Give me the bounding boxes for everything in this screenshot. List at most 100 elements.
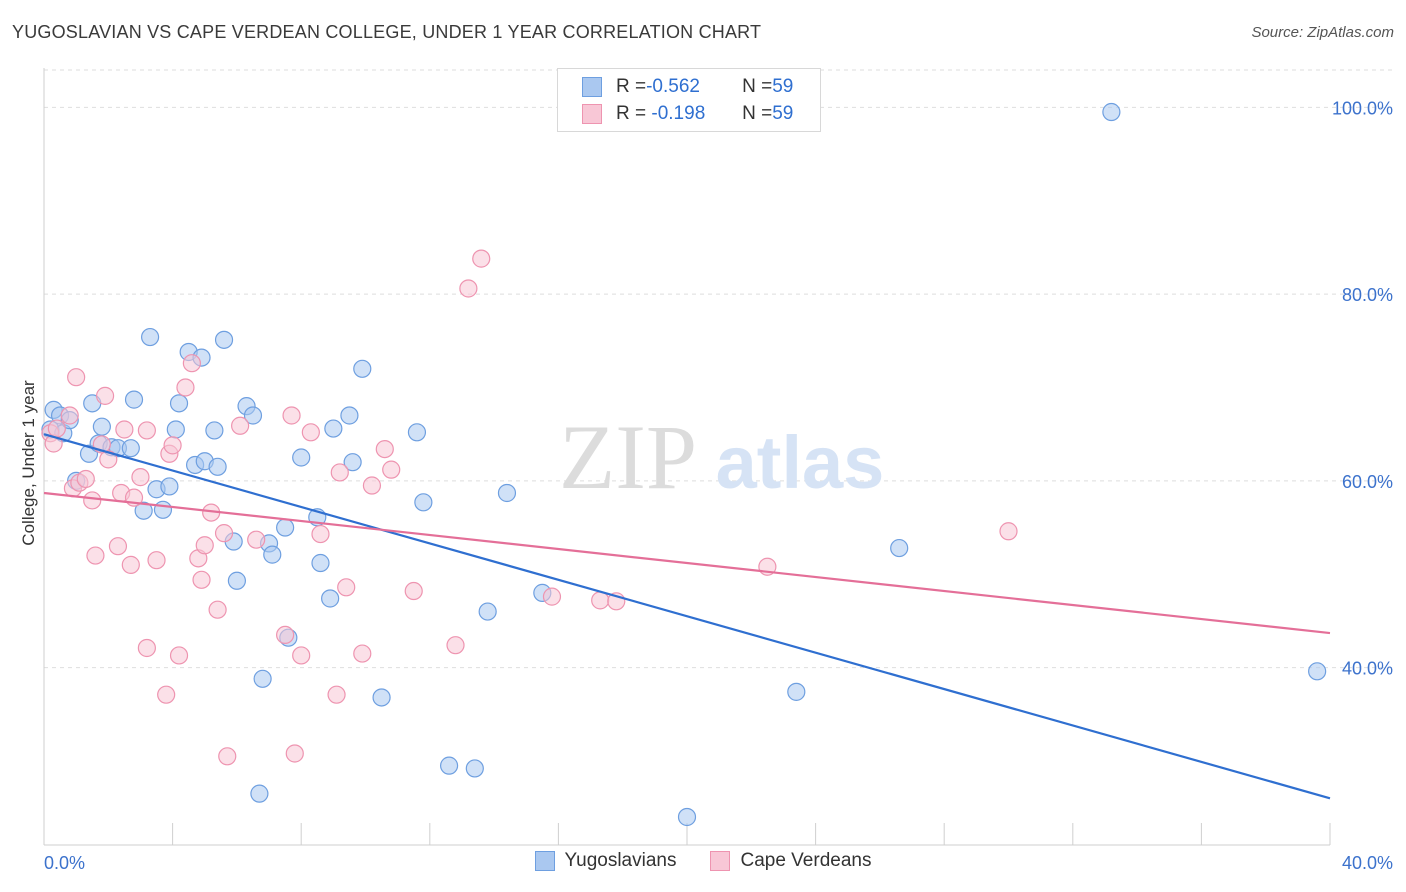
point-cape-verdeans bbox=[121, 555, 140, 574]
legend-swatch-yugoslavians bbox=[534, 851, 555, 871]
legend-swatch-cape-verdeans bbox=[710, 851, 731, 871]
point-yugoslavians bbox=[407, 423, 427, 442]
point-cape-verdeans bbox=[285, 744, 304, 763]
point-cape-verdeans bbox=[137, 638, 156, 658]
point-cape-verdeans bbox=[208, 600, 227, 619]
point-yugoslavians bbox=[439, 756, 459, 775]
point-cape-verdeans bbox=[60, 406, 79, 425]
gridlines bbox=[44, 69, 1392, 669]
y-axis-label: College, Under 1 year bbox=[19, 380, 38, 546]
point-cape-verdeans bbox=[282, 406, 301, 425]
point-yugoslavians bbox=[321, 589, 340, 608]
point-cape-verdeans bbox=[375, 439, 394, 459]
stats-swatch-cape-verdeans bbox=[582, 104, 602, 124]
point-cape-verdeans bbox=[292, 646, 311, 665]
point-yugoslavians bbox=[92, 417, 111, 436]
trend-lines bbox=[43, 433, 1331, 800]
point-cape-verdeans bbox=[404, 581, 423, 601]
point-yugoslavians bbox=[243, 406, 263, 425]
point-yugoslavians bbox=[205, 421, 224, 440]
y-tick-label: 40.0% bbox=[1342, 659, 1393, 679]
n-label: N = bbox=[742, 103, 773, 124]
point-cape-verdeans bbox=[301, 423, 320, 442]
watermark: ZIP atlas bbox=[559, 406, 884, 508]
point-yugoslavians bbox=[153, 500, 173, 519]
chart-legend: Yugoslavians Cape Verdeans bbox=[0, 850, 1406, 872]
stats-swatch-yugoslavians bbox=[582, 77, 602, 97]
n-value: 59 bbox=[772, 103, 794, 124]
point-yugoslavians bbox=[134, 501, 153, 520]
point-cape-verdeans bbox=[330, 463, 349, 482]
point-cape-verdeans bbox=[214, 524, 234, 543]
point-cape-verdeans bbox=[67, 368, 86, 387]
point-cape-verdeans bbox=[147, 551, 166, 570]
chart-title: YUGOSLAVIAN VS CAPE VERDEAN COLLEGE, UND… bbox=[12, 22, 762, 42]
trend-line-cape-verdeans bbox=[43, 491, 1331, 635]
point-yugoslavians bbox=[250, 784, 269, 803]
point-yugoslavians bbox=[292, 448, 311, 467]
y-tick-label: 80.0% bbox=[1342, 285, 1393, 305]
point-yugoslavians bbox=[227, 571, 246, 590]
point-yugoslavians bbox=[677, 807, 697, 827]
point-cape-verdeans bbox=[276, 625, 295, 645]
point-cape-verdeans bbox=[362, 476, 382, 495]
n-label: N = bbox=[742, 76, 773, 97]
y-tick-label: 100.0% bbox=[1332, 98, 1393, 118]
source-credit: Source: ZipAtlas.com bbox=[1251, 24, 1394, 41]
n-value: 59 bbox=[772, 76, 794, 97]
point-yugoslavians bbox=[169, 394, 189, 413]
point-yugoslavians bbox=[124, 390, 144, 409]
point-yugoslavians bbox=[253, 669, 272, 688]
legend-item-cape-verdeans[interactable]: Cape Verdeans bbox=[710, 850, 871, 872]
point-yugoslavians bbox=[340, 406, 359, 425]
point-cape-verdeans bbox=[337, 578, 356, 597]
point-yugoslavians bbox=[1308, 662, 1327, 681]
point-cape-verdeans bbox=[47, 419, 66, 438]
r-label: R = bbox=[616, 103, 647, 124]
point-cape-verdeans bbox=[182, 354, 201, 373]
point-cape-verdeans bbox=[353, 644, 372, 663]
point-cape-verdeans bbox=[195, 536, 214, 555]
r-label: R = bbox=[616, 76, 647, 97]
axes bbox=[43, 68, 1331, 846]
point-yugoslavians bbox=[343, 453, 362, 472]
point-yugoslavians bbox=[1102, 102, 1121, 122]
r-value: -0.562 bbox=[646, 76, 700, 97]
point-cape-verdeans bbox=[459, 279, 478, 298]
point-yugoslavians bbox=[787, 682, 806, 701]
point-yugoslavians bbox=[214, 330, 234, 349]
point-cape-verdeans bbox=[76, 469, 95, 489]
stats-row-cape-verdeans: R = -0.198 N = 59 bbox=[582, 101, 793, 127]
point-cape-verdeans bbox=[327, 685, 346, 704]
data-points bbox=[41, 102, 1327, 827]
point-cape-verdeans bbox=[99, 450, 118, 469]
point-yugoslavians bbox=[276, 518, 295, 537]
point-yugoslavians bbox=[160, 477, 179, 496]
r-value: -0.198 bbox=[646, 103, 706, 124]
point-yugoslavians bbox=[414, 493, 433, 512]
point-yugoslavians bbox=[890, 538, 909, 558]
point-cape-verdeans bbox=[169, 646, 189, 665]
watermark-zip: ZIP bbox=[559, 406, 697, 508]
point-cape-verdeans bbox=[137, 421, 156, 440]
trend-line-yugoslavians bbox=[43, 433, 1331, 800]
tick-labels: 100.0% 80.0% 60.0% 40.0% 0.0% 40.0% bbox=[44, 98, 1393, 873]
point-cape-verdeans bbox=[542, 587, 562, 606]
stats-box: R = -0.562 N = 59 R = -0.198 N = 59 bbox=[557, 68, 821, 132]
point-cape-verdeans bbox=[131, 468, 150, 487]
point-yugoslavians bbox=[263, 545, 282, 564]
watermark-atlas: atlas bbox=[716, 421, 885, 504]
legend-label: Cape Verdeans bbox=[740, 850, 872, 871]
point-cape-verdeans bbox=[115, 420, 134, 439]
point-yugoslavians bbox=[478, 602, 497, 621]
point-cape-verdeans bbox=[472, 249, 491, 268]
point-yugoslavians bbox=[324, 419, 343, 438]
point-yugoslavians bbox=[140, 327, 160, 347]
point-cape-verdeans bbox=[83, 491, 102, 510]
x-tick-label: 0.0% bbox=[44, 853, 85, 873]
point-cape-verdeans bbox=[192, 570, 211, 589]
point-yugoslavians bbox=[497, 483, 517, 503]
point-cape-verdeans bbox=[446, 636, 465, 655]
legend-item-yugoslavians[interactable]: Yugoslavians bbox=[534, 850, 676, 872]
